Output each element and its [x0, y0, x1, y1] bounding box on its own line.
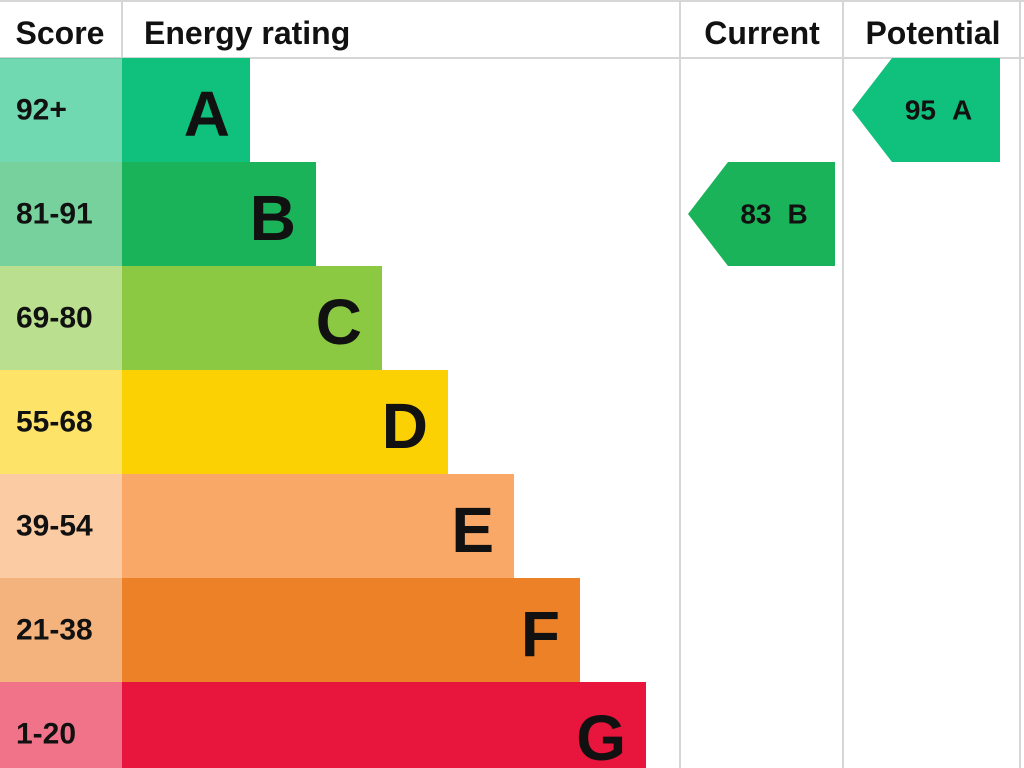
- current-letter: B: [788, 199, 808, 230]
- score-cell: [0, 58, 122, 162]
- rating-bar: [122, 370, 448, 474]
- current-arrow: [688, 162, 835, 266]
- score-label: 81-91: [16, 198, 93, 231]
- header-rating: Energy rating: [144, 15, 350, 51]
- score-label: 1-20: [16, 718, 76, 751]
- score-label: 55-68: [16, 406, 93, 439]
- rating-bar: [122, 162, 316, 266]
- potential-letter: A: [952, 95, 972, 126]
- score-cell: [0, 682, 122, 768]
- rating-letter: F: [521, 598, 560, 670]
- score-cell: [0, 162, 122, 266]
- score-label: 69-80: [16, 302, 93, 335]
- score-cell: [0, 266, 122, 370]
- score-cell: [0, 578, 122, 682]
- rating-letter: E: [451, 494, 494, 566]
- rating-letter: B: [250, 182, 296, 254]
- score-cell: [0, 370, 122, 474]
- rating-letter: D: [382, 390, 428, 462]
- rating-bar: [122, 266, 382, 370]
- rating-bar: [122, 58, 250, 162]
- header-potential: Potential: [865, 15, 1000, 51]
- rating-letter: C: [316, 286, 362, 358]
- potential-value: 95: [905, 95, 936, 126]
- header-score: Score: [16, 15, 105, 51]
- score-cell: [0, 474, 122, 578]
- current-value: 83: [740, 199, 771, 230]
- rating-letter: G: [576, 702, 626, 768]
- score-label: 39-54: [16, 510, 93, 543]
- header-current: Current: [704, 15, 820, 51]
- rating-bar: [122, 474, 514, 578]
- score-label: 21-38: [16, 614, 93, 647]
- rating-bar: [122, 578, 580, 682]
- potential-arrow: [852, 58, 1000, 162]
- rating-letter: A: [184, 78, 230, 150]
- score-label: 92+: [16, 94, 67, 127]
- rating-bar: [122, 682, 646, 768]
